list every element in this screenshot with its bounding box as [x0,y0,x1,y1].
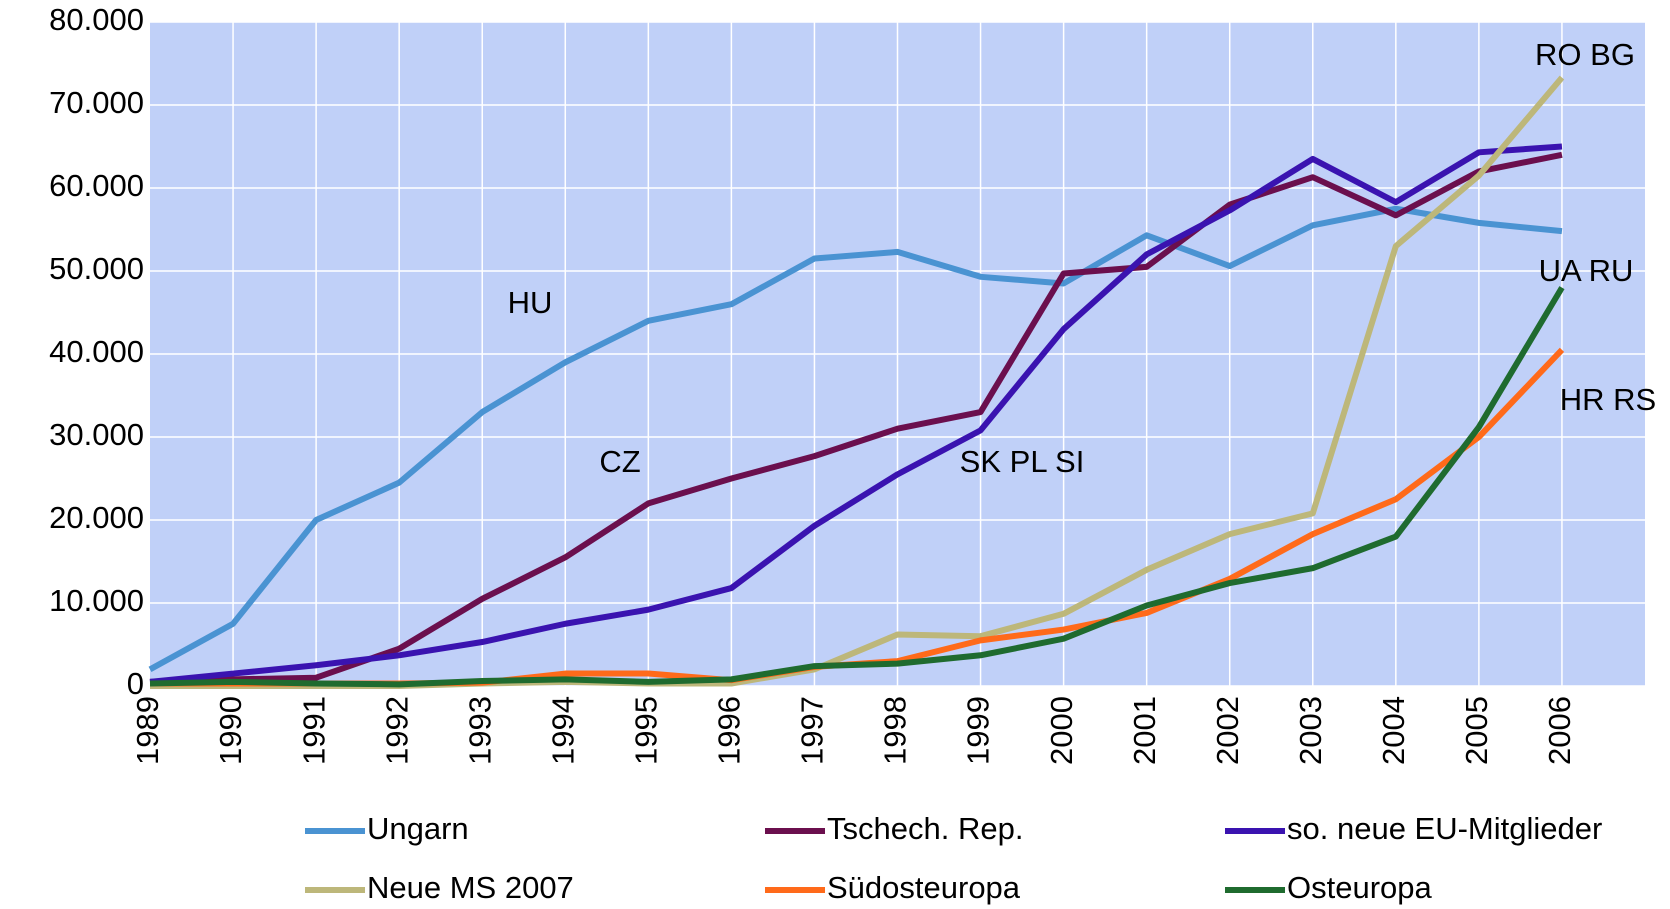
annotation: HR RS [1560,382,1656,417]
legend-label: so. neue EU-Mitglieder [1287,811,1602,846]
x-tick-label: 1989 [130,696,165,765]
y-tick-label: 30.000 [49,417,144,452]
x-tick-label: 1992 [379,696,414,765]
x-tick-label: 1994 [545,696,580,765]
x-tick-label: 2005 [1459,696,1494,765]
series-line [149,143,1563,685]
x-tick-label: 2001 [1127,696,1162,765]
y-tick-label: 20.000 [49,500,144,535]
x-tick-label: 2006 [1542,696,1577,765]
x-tick-label: 1998 [878,696,913,765]
annotation: HU [508,285,553,320]
y-tick-label: 70.000 [49,85,144,120]
x-tick-label: 1997 [795,696,830,765]
series-line [149,151,1563,685]
annotation: UA RU [1539,253,1634,288]
annotation: SK PL SI [960,444,1085,479]
legend-label: Neue MS 2007 [367,870,574,905]
x-tick-label: 1999 [961,696,996,765]
x-tick-label: 2002 [1210,696,1245,765]
legend-label: Tschech. Rep. [827,811,1023,846]
x-tick-label: 2003 [1293,696,1328,765]
legend-label: Osteuropa [1287,870,1433,905]
legend-label: Ungarn [367,811,469,846]
annotation: RO BG [1535,37,1635,72]
series-line [148,205,1563,673]
series-line [149,286,1565,688]
y-tick-label: 40.000 [49,334,144,369]
y-tick-label: 10.000 [49,583,144,618]
y-tick-label: 0 [127,666,144,701]
x-tick-label: 1993 [462,696,497,765]
annotation: CZ [599,444,640,479]
y-tick-label: 50.000 [49,251,144,286]
x-tick-label: 1995 [629,696,664,765]
y-tick-label: 60.000 [49,168,144,203]
x-tick-label: 1990 [213,696,248,765]
x-tick-label: 2004 [1376,696,1411,765]
x-tick-label: 1996 [712,696,747,765]
y-tick-label: 80.000 [49,2,144,37]
x-tick-label: 1991 [296,696,331,765]
x-tick-label: 2000 [1044,696,1079,765]
legend-label: Südosteuropa [827,870,1021,905]
